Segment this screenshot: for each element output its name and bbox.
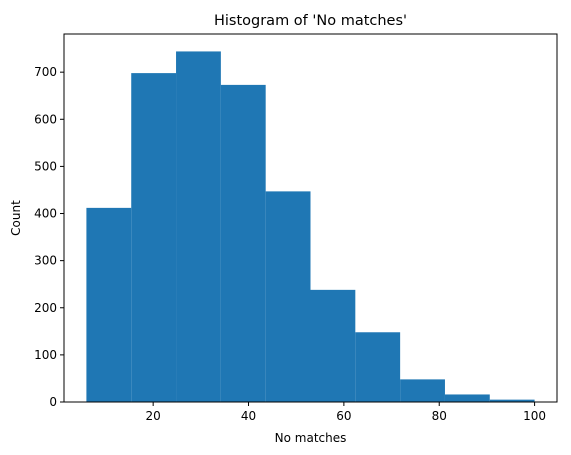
y-tick-label: 400 [34, 207, 57, 221]
x-tick-label: 40 [241, 409, 256, 423]
y-tick-label: 300 [34, 254, 57, 268]
x-tick-label: 100 [523, 409, 546, 423]
histogram-bar-8 [400, 379, 445, 402]
histogram-bar-6 [310, 289, 356, 402]
y-tick-label: 100 [34, 348, 57, 362]
x-tick-label: 80 [432, 409, 447, 423]
y-tick-label: 200 [34, 301, 57, 315]
chart-title: Histogram of 'No matches' [214, 13, 407, 29]
histogram-bar-9 [444, 394, 490, 402]
x-tick-label: 20 [146, 409, 161, 423]
x-axis-label: No matches [275, 431, 347, 445]
histogram-bar-1 [86, 207, 132, 402]
plot-frame [63, 33, 558, 403]
y-axis-label: Count [9, 200, 23, 236]
y-tick-label: 600 [34, 112, 57, 126]
histogram-bar-4 [220, 84, 266, 402]
x-axis-ticks: 20 40 60 80 100 [146, 402, 546, 423]
x-tick-label: 60 [336, 409, 351, 423]
y-axis-ticks: 0 100 200 300 400 500 600 700 [34, 65, 64, 409]
y-tick-label: 0 [49, 395, 57, 409]
histogram-bar-5 [265, 191, 311, 402]
histogram-bar-3 [176, 51, 221, 403]
y-tick-label: 700 [34, 65, 57, 79]
histogram-bar-2 [131, 73, 177, 403]
histogram-bar-7 [355, 332, 401, 402]
bars-group [86, 51, 535, 403]
histogram-bar-10 [489, 399, 535, 402]
y-tick-label: 500 [34, 159, 57, 173]
